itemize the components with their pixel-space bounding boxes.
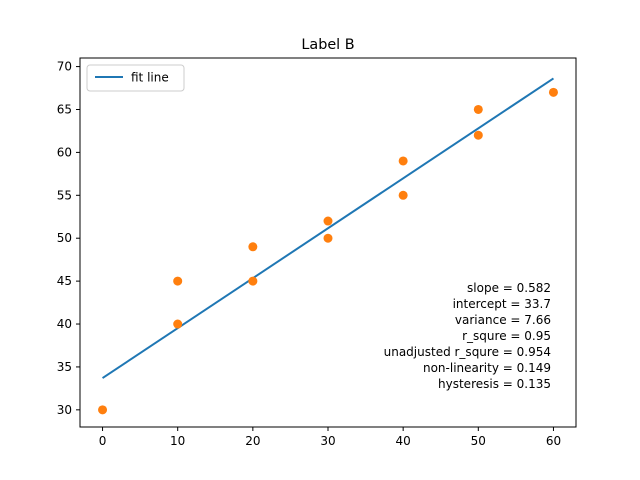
x-tick-label: 20 <box>245 434 260 448</box>
data-point <box>323 233 333 243</box>
plot-area <box>98 77 558 415</box>
stat-annotation: intercept = 33.7 <box>453 297 551 311</box>
y-tick-label: 55 <box>57 188 72 202</box>
y-tick-label: 50 <box>57 231 72 245</box>
data-point <box>398 190 408 200</box>
chart-title: Label B <box>301 37 354 53</box>
data-point <box>173 319 183 329</box>
data-point <box>173 276 183 286</box>
data-point <box>398 156 408 166</box>
y-tick-label: 65 <box>57 102 72 116</box>
y-tick-label: 35 <box>57 360 72 374</box>
data-point <box>473 104 483 114</box>
data-point <box>248 242 258 252</box>
data-point <box>548 87 558 97</box>
y-tick-label: 40 <box>57 317 72 331</box>
x-tick-label: 0 <box>99 434 107 448</box>
y-tick-label: 70 <box>57 60 72 74</box>
data-point <box>98 405 108 415</box>
stats-annotations: slope = 0.582 intercept = 33.7 variance = … <box>384 281 551 391</box>
stat-annotation: slope = 0.582 <box>467 281 551 295</box>
data-point <box>248 276 258 286</box>
x-tick-label: 50 <box>471 434 486 448</box>
stat-annotation: hysteresis = 0.135 <box>438 377 551 391</box>
legend: fit line <box>86 64 185 92</box>
x-tick-label: 10 <box>170 434 185 448</box>
stat-annotation: r_squre = 0.95 <box>462 329 551 343</box>
y-tick-label: 30 <box>57 403 72 417</box>
legend-label: fit line <box>131 71 169 85</box>
data-point <box>323 216 333 226</box>
stat-annotation: non-linearity = 0.149 <box>423 361 551 375</box>
x-tick-label: 40 <box>396 434 411 448</box>
x-tick-label: 60 <box>546 434 561 448</box>
legend-box <box>86 64 185 92</box>
x-tick-label: 30 <box>320 434 335 448</box>
y-tick-label: 60 <box>57 145 72 159</box>
stat-annotation: unadjusted r_squre = 0.954 <box>384 345 551 359</box>
axes: 0 10 20 30 40 50 60 30 35 40 45 50 55 60 65 70 <box>57 57 577 448</box>
y-tick-label: 45 <box>57 274 72 288</box>
data-point <box>473 130 483 140</box>
stat-annotation: variance = 7.66 <box>455 313 551 327</box>
